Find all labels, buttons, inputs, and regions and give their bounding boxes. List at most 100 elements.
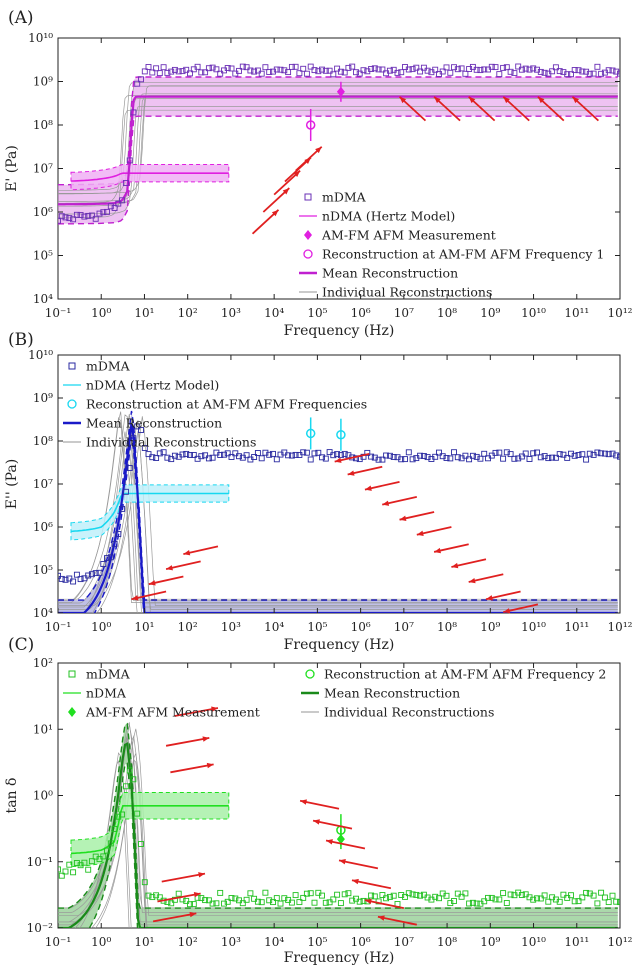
mdma-point <box>315 449 322 456</box>
mdma-point <box>413 64 420 71</box>
mdma-point <box>254 898 261 905</box>
mdma-point <box>228 65 235 72</box>
mdma-point <box>503 64 510 71</box>
mdma-point <box>371 893 378 900</box>
mdma-point <box>477 455 484 462</box>
x-tick-label: 10² <box>178 935 198 949</box>
mdma-point <box>232 895 239 902</box>
mdma-point <box>88 858 95 865</box>
y-axis-label: E'' (Pa) <box>4 459 20 509</box>
mdma-point <box>439 68 446 75</box>
mdma-point <box>534 895 540 902</box>
mdma-point <box>549 68 556 75</box>
individual-reconstruction-line <box>58 109 618 219</box>
mdma-point <box>81 859 88 866</box>
individual-reconstruction-line <box>58 420 618 610</box>
individual-reconstruction-line <box>58 416 618 606</box>
band-edge-line <box>58 115 618 225</box>
mdma-point <box>337 900 344 907</box>
mdma-point <box>481 450 488 457</box>
mdma-point <box>300 449 307 456</box>
annotation-arrowhead <box>347 470 355 476</box>
legend-label: Reconstruction at AM-FM AFM Frequency 1 <box>322 247 604 262</box>
mdma-point <box>353 895 359 902</box>
mdma-point <box>473 900 480 907</box>
mdma-point <box>243 452 250 459</box>
mdma-point <box>119 811 126 818</box>
mdma-point <box>111 205 118 211</box>
annotation-arrowhead <box>503 96 510 104</box>
mdma-point <box>138 76 144 83</box>
mdma-point <box>183 897 190 904</box>
annotation-arrowhead <box>434 547 441 554</box>
mdma-point <box>262 64 269 71</box>
mdma-point <box>115 200 122 207</box>
mdma-point <box>141 879 148 886</box>
mdma-point <box>560 451 567 458</box>
x-tick-label: 10² <box>178 620 198 634</box>
individual-reconstruction-line <box>58 85 618 195</box>
mdma-point <box>281 895 288 902</box>
mdma-point <box>258 70 265 77</box>
mdma-point <box>149 69 156 76</box>
mdma-point <box>213 66 220 73</box>
mdma-point <box>534 449 540 456</box>
mdma-point <box>145 64 152 70</box>
annotation-arrowhead <box>326 839 333 845</box>
mdma-point <box>70 869 77 876</box>
mdma-point <box>586 450 593 457</box>
mdma-point <box>552 64 559 71</box>
mdma-point <box>58 866 61 873</box>
x-tick-label: 10¹¹ <box>564 935 589 949</box>
plot-content <box>58 410 620 613</box>
mdma-point <box>330 896 337 903</box>
mdma-point <box>96 569 103 576</box>
mdma-point <box>209 900 216 907</box>
mdma-point <box>311 67 318 74</box>
mdma-point <box>171 452 178 459</box>
y-tick-label: 10¹ <box>33 722 53 736</box>
mdma-point <box>224 65 231 71</box>
mdma-point <box>605 67 612 74</box>
x-tick-label: 10⁸ <box>437 935 457 949</box>
mdma-point <box>277 66 284 73</box>
mdma-point <box>405 890 412 897</box>
x-tick-label: 10¹¹ <box>564 306 589 320</box>
mdma-point <box>568 892 574 899</box>
mdma-point <box>526 66 533 73</box>
legend-marker-circle <box>303 249 313 259</box>
mdma-point <box>443 892 450 899</box>
x-tick-label: 10⁵ <box>307 306 327 320</box>
mdma-point <box>451 64 457 71</box>
mdma-point <box>390 454 397 460</box>
mdma-point <box>594 900 601 907</box>
mdma-point <box>507 891 514 898</box>
annotation-arrowhead <box>537 96 545 104</box>
mdma-point <box>270 450 276 457</box>
x-tick-label: 10⁸ <box>437 620 457 634</box>
mdma-point <box>586 70 593 77</box>
mdma-point <box>209 64 216 71</box>
mdma-point <box>266 69 273 75</box>
individual-reconstruction-line <box>58 85 618 194</box>
legend-marker-circle <box>305 669 315 679</box>
mdma-point <box>522 450 529 457</box>
legend-label: Reconstruction at AM-FM AFM Frequencies <box>86 397 367 412</box>
mdma-point <box>85 866 92 873</box>
annotation-arrowhead <box>503 608 511 614</box>
mdma-point <box>590 892 597 899</box>
ndma-line <box>70 492 229 533</box>
mdma-point <box>273 895 280 902</box>
mdma-point <box>311 899 318 906</box>
mdma-point <box>307 890 314 897</box>
x-tick-label: 10¹⁰ <box>521 935 546 949</box>
annotation-arrow <box>161 872 206 883</box>
mdma-point <box>492 64 499 71</box>
mdma-point <box>383 895 390 902</box>
annotation-arrowhead <box>198 872 205 878</box>
mdma-point <box>530 896 537 903</box>
x-axis-label: Frequency (Hz) <box>284 323 395 339</box>
mdma-point <box>583 456 590 463</box>
annotation-arrowhead <box>131 595 139 601</box>
x-tick-label: 10⁹ <box>480 935 500 949</box>
